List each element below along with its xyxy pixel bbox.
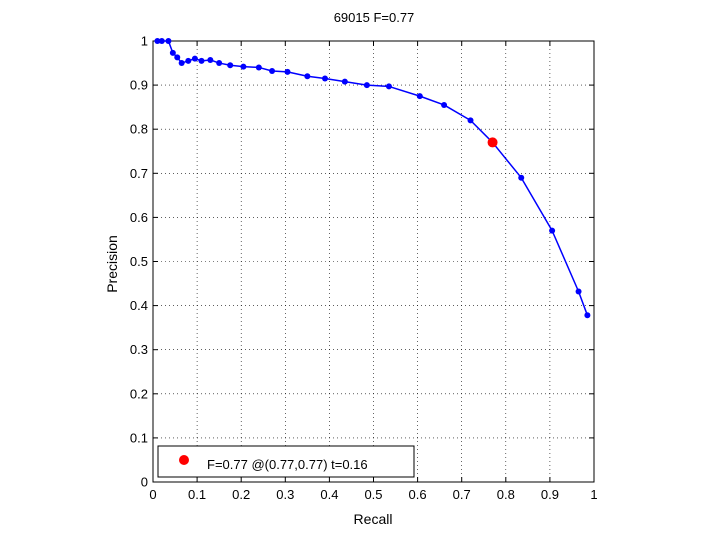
best-f-point bbox=[487, 137, 498, 148]
pr-curve-point bbox=[416, 93, 423, 100]
pr-curve-point bbox=[216, 60, 223, 67]
legend: F=0.77 @(0.77,0.77) t=0.16 bbox=[157, 445, 415, 478]
pr-curve-point bbox=[154, 38, 161, 44]
pr-curve-point bbox=[321, 75, 328, 82]
x-tick-label: 0.3 bbox=[276, 487, 294, 502]
x-tick-label: 0.2 bbox=[232, 487, 250, 502]
y-tick-label: 0 bbox=[141, 475, 148, 490]
y-axis-label: Precision bbox=[104, 235, 120, 293]
pr-curve-point bbox=[174, 54, 181, 61]
pr-curve-point bbox=[158, 38, 165, 44]
pr-curve-point bbox=[441, 101, 448, 108]
x-tick-label: 0.6 bbox=[409, 487, 427, 502]
y-tick-label: 0.8 bbox=[130, 122, 148, 137]
pr-curve-point bbox=[227, 62, 234, 69]
pr-curve-point bbox=[240, 63, 247, 70]
axis-ticks: 0 0.1 0.2 0.3 0.4 0.5 0.6 0.7 0.8 0.9 1 0 0.1 0.2 0.3 0… bbox=[130, 34, 598, 503]
pr-curve-point bbox=[198, 57, 205, 64]
pr-curve-point bbox=[341, 78, 348, 85]
x-tick-label: 0.5 bbox=[364, 487, 382, 502]
chart-title: 69015 F=0.77 bbox=[334, 10, 415, 25]
pr-curve-point bbox=[363, 82, 370, 89]
x-axis-label: Recall bbox=[354, 511, 393, 527]
pr-curve-point bbox=[584, 312, 591, 319]
pr-curve-point bbox=[191, 55, 198, 62]
y-tick-label: 1 bbox=[141, 34, 148, 49]
y-tick-label: 0.6 bbox=[130, 210, 148, 225]
legend-frame bbox=[157, 445, 415, 478]
x-tick-label: 1 bbox=[590, 487, 597, 502]
y-tick-label: 0.5 bbox=[130, 254, 148, 269]
pr-curve-point bbox=[207, 56, 214, 63]
x-tick-label: 0.4 bbox=[320, 487, 338, 502]
y-tick-label: 0.1 bbox=[130, 430, 148, 445]
pr-curve-point bbox=[385, 83, 392, 90]
pr-curve-point bbox=[269, 67, 276, 74]
pr-curve-point bbox=[304, 73, 311, 80]
legend-marker bbox=[179, 455, 189, 465]
pr-curve-point bbox=[549, 227, 556, 234]
y-tick-label: 0.4 bbox=[130, 298, 148, 313]
y-tick-label: 0.3 bbox=[130, 342, 148, 357]
legend-text: F=0.77 @(0.77,0.77) t=0.16 bbox=[207, 457, 368, 472]
x-tick-label: 0 bbox=[149, 487, 156, 502]
x-tick-label: 0.7 bbox=[453, 487, 471, 502]
y-tick-label: 0.9 bbox=[130, 78, 148, 93]
x-tick-label: 0.9 bbox=[541, 487, 559, 502]
pr-curve-point bbox=[575, 288, 582, 295]
pr-curve-point bbox=[467, 117, 474, 124]
series-layer bbox=[154, 38, 591, 319]
pr-curve-point bbox=[518, 174, 525, 181]
pr-curve-point bbox=[284, 68, 291, 75]
x-tick-label: 0.8 bbox=[497, 487, 515, 502]
pr-curve-point bbox=[178, 60, 185, 67]
y-tick-label: 0.2 bbox=[130, 386, 148, 401]
pr-curve-point bbox=[165, 38, 172, 44]
y-tick-label: 0.7 bbox=[130, 166, 148, 181]
x-tick-label: 0.1 bbox=[188, 487, 206, 502]
pr-curve-point bbox=[185, 57, 192, 64]
pr-curve-point bbox=[169, 49, 176, 56]
pr-curve-point bbox=[255, 64, 262, 71]
